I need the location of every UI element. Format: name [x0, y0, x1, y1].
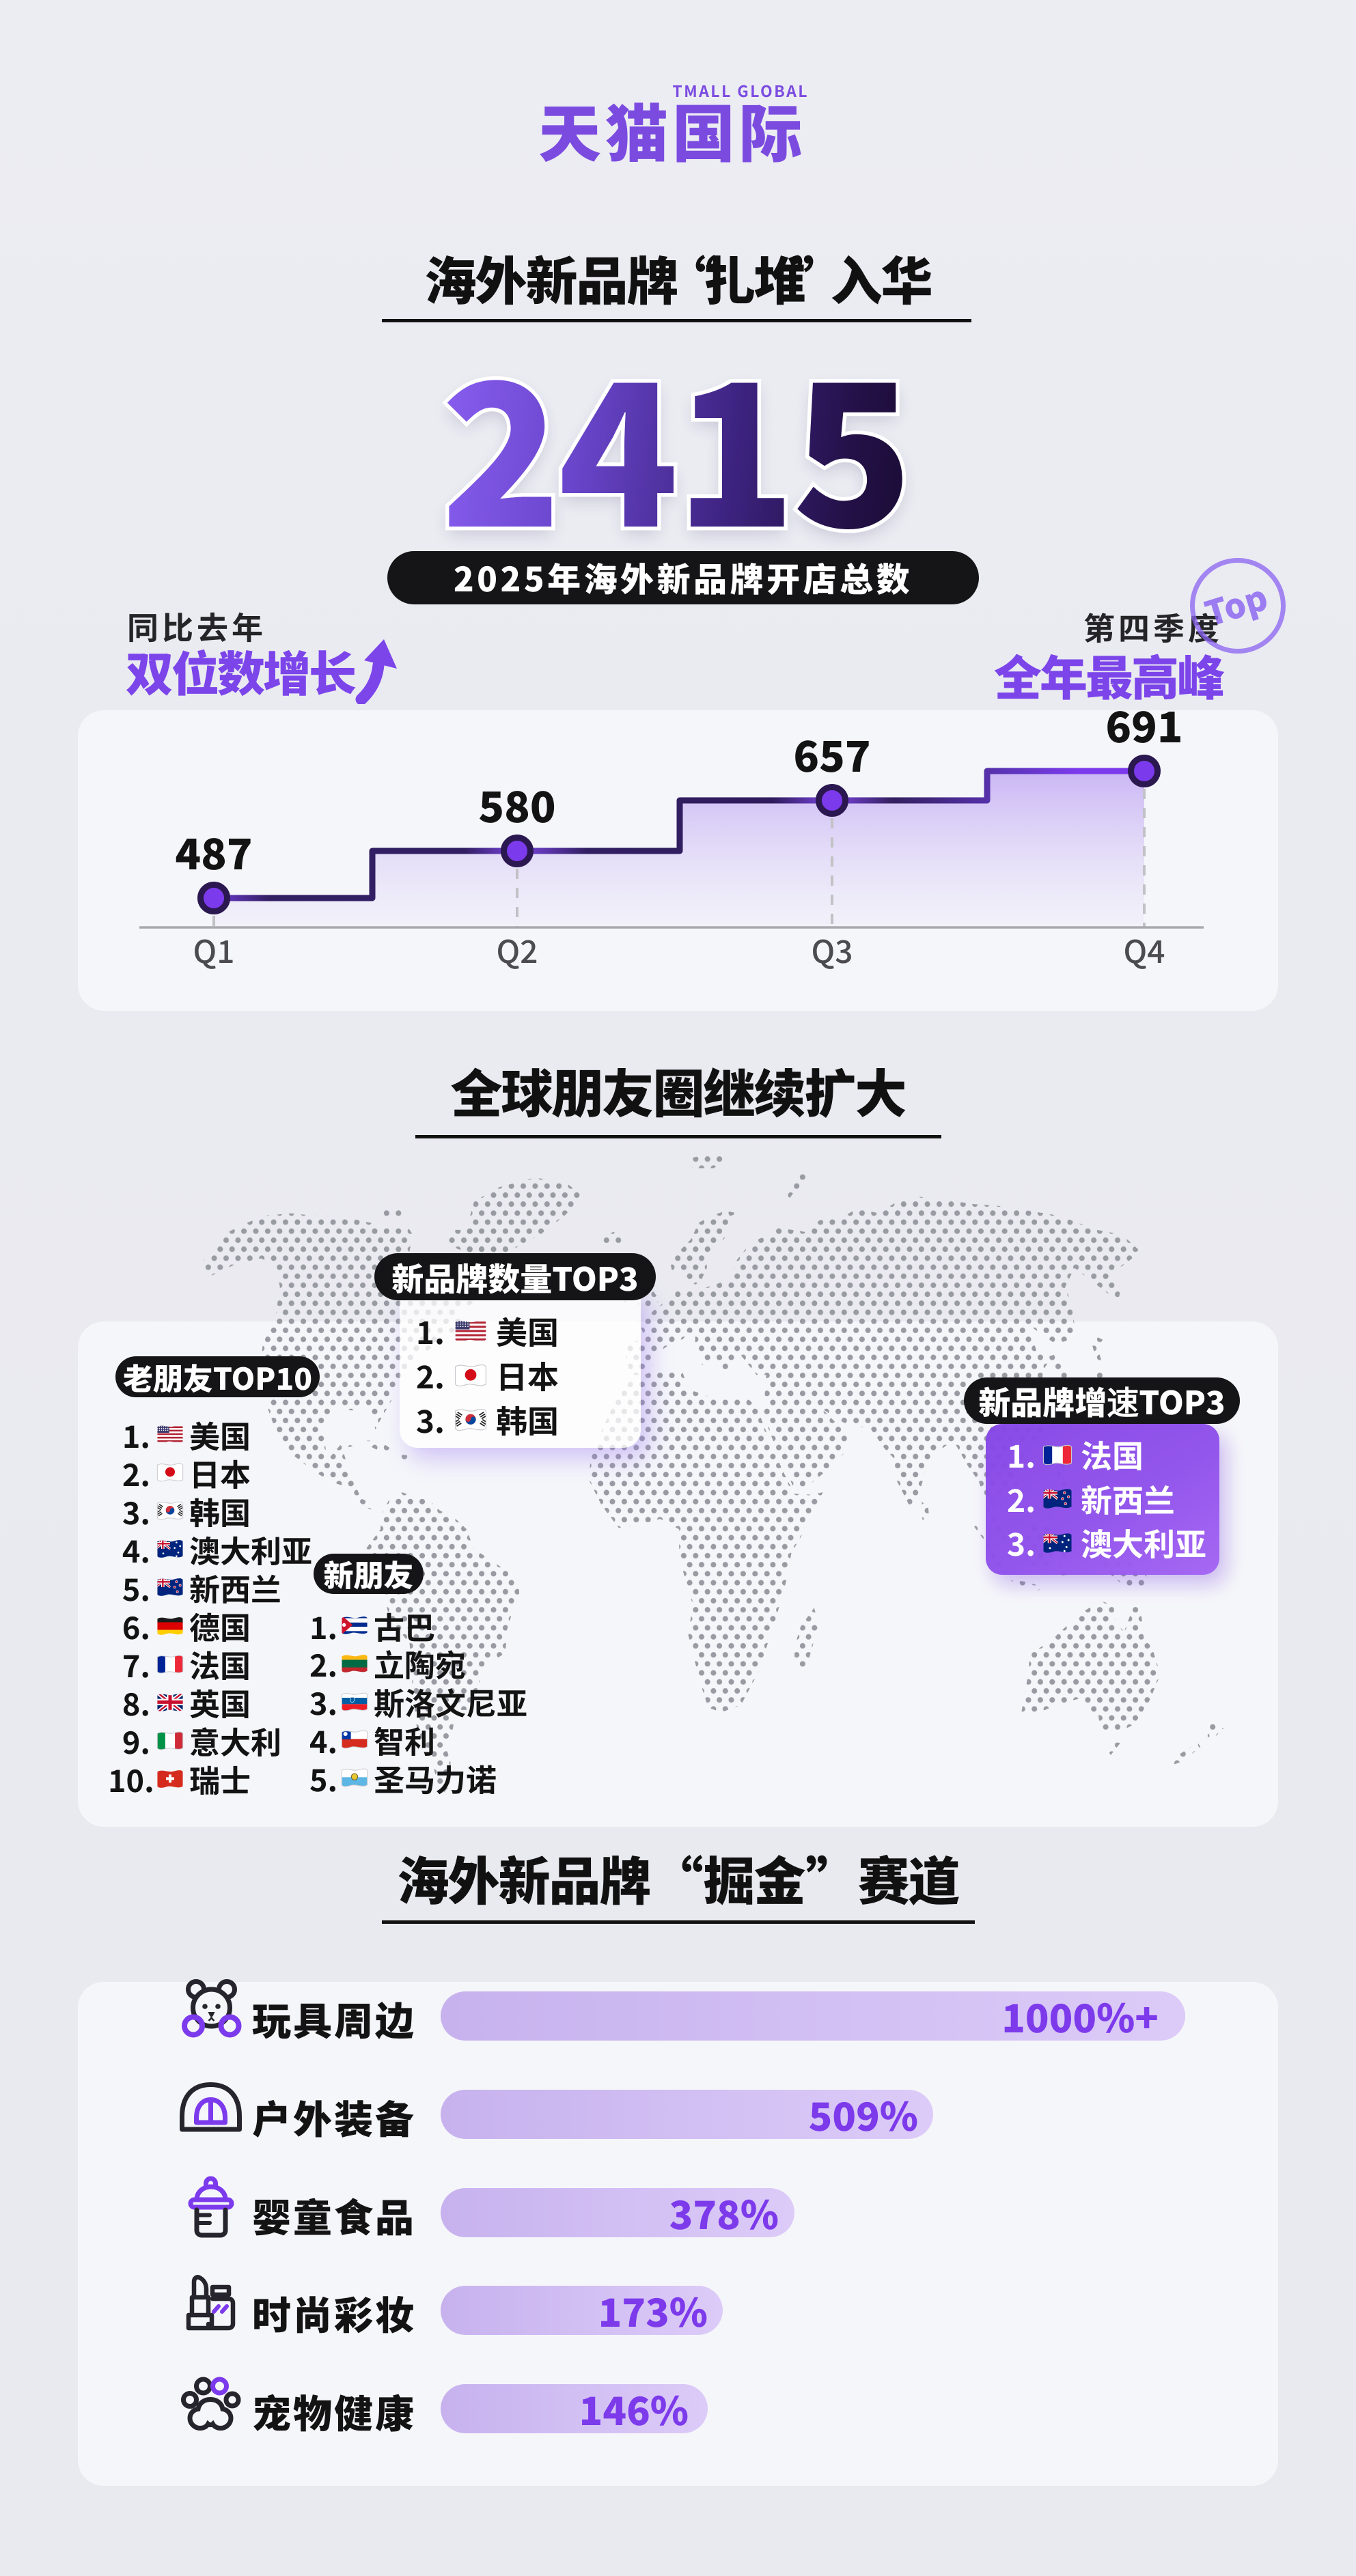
svg-text:Q3: Q3	[812, 927, 853, 972]
svg-text:657: 657	[793, 723, 870, 784]
svg-text:691: 691	[1105, 697, 1182, 755]
svg-text:Q2: Q2	[497, 927, 538, 972]
svg-text:487: 487	[175, 820, 252, 882]
svg-text:Q4: Q4	[1124, 927, 1165, 972]
svg-text:580: 580	[478, 773, 555, 835]
svg-text:Q1: Q1	[193, 927, 235, 972]
